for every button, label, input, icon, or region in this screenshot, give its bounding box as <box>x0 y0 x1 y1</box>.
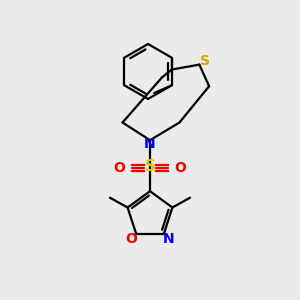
Text: N: N <box>144 137 156 151</box>
Text: S: S <box>145 159 155 174</box>
Text: O: O <box>114 161 125 175</box>
Text: S: S <box>200 54 210 68</box>
Text: N: N <box>163 232 175 246</box>
Text: O: O <box>125 232 137 246</box>
Text: O: O <box>175 161 186 175</box>
